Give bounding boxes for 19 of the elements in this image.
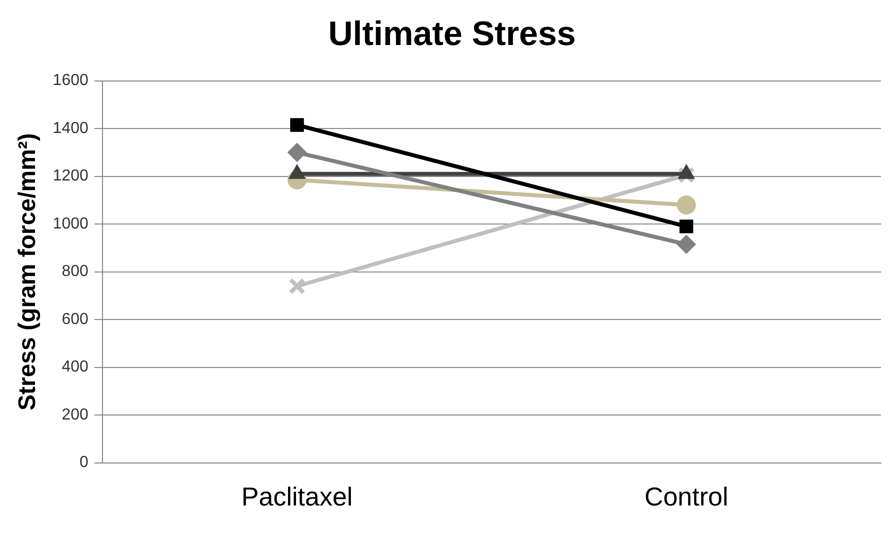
- point: [288, 278, 306, 294]
- point: [290, 118, 304, 132]
- y-tick-label: 200: [62, 406, 88, 424]
- y-tick-label: 1200: [52, 168, 88, 185]
- y-tick-label: 1400: [52, 120, 88, 137]
- y-axis-title: Stress (gram force/mm²): [14, 133, 42, 411]
- point: [679, 220, 694, 234]
- point: [676, 195, 696, 214]
- point: [676, 234, 696, 254]
- point: [288, 142, 307, 162]
- y-tick-label: 400: [62, 358, 88, 376]
- x-tick-label: Control: [644, 482, 728, 512]
- chart-title: Ultimate Stress: [328, 14, 576, 53]
- y-tick-label: 600: [62, 310, 88, 328]
- y-tick-label: 0: [79, 454, 88, 472]
- y-tick-label: 800: [62, 263, 88, 280]
- x-tick-label: Paclitaxel: [241, 482, 353, 512]
- y-tick-label: 1600: [52, 72, 88, 90]
- y-tick-label: 1000: [52, 215, 88, 232]
